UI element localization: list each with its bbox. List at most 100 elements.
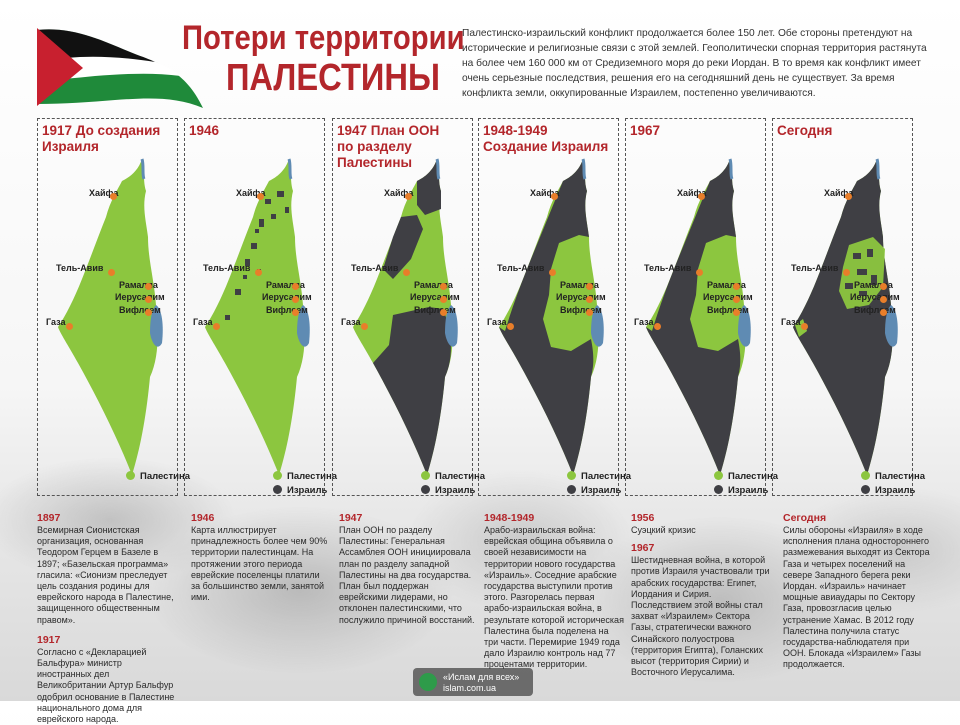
city-marker bbox=[66, 323, 73, 330]
city-marker bbox=[255, 269, 262, 276]
city-marker bbox=[108, 269, 115, 276]
city-label-bethlehem: Вифлеем bbox=[707, 305, 749, 315]
city-label-haifa: Хайфа bbox=[89, 188, 119, 198]
city-marker bbox=[145, 283, 152, 290]
map-panel-5: Сегодня Хайфа Тель-Авив Рамалла Иерусалим Виф… bbox=[772, 118, 925, 496]
city-label-haifa: Хайфа bbox=[824, 188, 854, 198]
panel-title: 1967 bbox=[630, 123, 661, 138]
city-label-telaviv: Тель-Авив bbox=[791, 263, 839, 273]
city-label-haifa: Хайфа bbox=[384, 188, 414, 198]
map bbox=[793, 158, 898, 475]
city-label-jerusalem: Иерусалим bbox=[703, 292, 753, 302]
text-column-today: Сегодня Силы обороны «Израиля» в ходе ис… bbox=[783, 512, 933, 671]
city-marker bbox=[549, 269, 556, 276]
panel-title: Сегодня bbox=[777, 123, 833, 138]
history-text: Шестидневная война, в которой против Изр… bbox=[631, 555, 770, 678]
city-marker bbox=[586, 296, 593, 303]
logo-url: islam.com.ua bbox=[443, 683, 497, 693]
legend-palestine: Палестина bbox=[567, 471, 631, 482]
text-column-1967: 1956 Суэцкий кризис 1967 Шестидневная во… bbox=[631, 512, 771, 678]
city-marker bbox=[698, 193, 705, 200]
city-marker bbox=[733, 283, 740, 290]
history-text: Карта иллюстрирует принадлежность более … bbox=[191, 525, 328, 603]
logo-title: «Ислам для всех» bbox=[443, 672, 520, 682]
city-label-bethlehem: Вифлеем bbox=[854, 305, 896, 315]
city-label-haifa: Хайфа bbox=[530, 188, 560, 198]
text-column-1946: 1946 Карта иллюстрирует принадлежность б… bbox=[191, 512, 331, 603]
logo-icon bbox=[419, 673, 437, 691]
city-marker bbox=[880, 296, 887, 303]
title-line-2: ПАЛЕСТИНЫ bbox=[225, 57, 440, 99]
city-label-gaza: Газа bbox=[193, 317, 213, 327]
city-label-jerusalem: Иерусалим bbox=[850, 292, 900, 302]
map bbox=[58, 158, 163, 475]
city-marker bbox=[292, 309, 299, 316]
year-label: 1967 bbox=[631, 542, 655, 555]
page-title: Потери территории ПАЛЕСТИНЫ bbox=[182, 18, 465, 99]
city-label-telaviv: Тель-Авив bbox=[497, 263, 545, 273]
city-marker bbox=[586, 309, 593, 316]
text-column-1947: 1947 План ООН по разделу Палестины: Гене… bbox=[339, 512, 479, 626]
city-marker bbox=[292, 296, 299, 303]
dead-sea bbox=[150, 305, 163, 347]
city-label-telaviv: Тель-Авив bbox=[644, 263, 692, 273]
history-text: План ООН по разделу Палестины: Генеральн… bbox=[339, 525, 475, 625]
map bbox=[205, 158, 310, 475]
site-logo[interactable]: «Ислам для всех» islam.com.ua bbox=[413, 668, 533, 696]
dead-sea bbox=[445, 305, 458, 347]
city-label-bethlehem: Вифлеем bbox=[266, 305, 308, 315]
dead-sea bbox=[885, 305, 898, 347]
city-label-gaza: Газа bbox=[781, 317, 801, 327]
text-column-1917: 1897 Всемирная Сионистская организация, … bbox=[37, 512, 177, 725]
year-label: 1897 bbox=[37, 512, 61, 524]
city-label-jerusalem: Иерусалим bbox=[262, 292, 312, 302]
year-label: 1947 bbox=[339, 512, 363, 524]
map-panel-2: 1947 План ООН по разделу Палестины Хайфа Тел… bbox=[332, 118, 485, 496]
map-panel-1: 1946 Хайфа Тель-Авив Рамалла Иерусалим Вифлее… bbox=[184, 118, 337, 496]
year-label: 1946 bbox=[191, 512, 215, 524]
city-marker bbox=[733, 296, 740, 303]
city-marker bbox=[551, 193, 558, 200]
city-label-ramallah: Рамалла bbox=[854, 280, 893, 290]
dead-sea bbox=[297, 305, 310, 347]
city-marker bbox=[403, 269, 410, 276]
city-marker bbox=[801, 323, 808, 330]
city-marker bbox=[145, 309, 152, 316]
year-label: 1917 bbox=[37, 633, 61, 646]
text-column-1948: 1948-1949 Арабо-израильская война: еврей… bbox=[484, 512, 624, 671]
city-marker bbox=[845, 193, 852, 200]
city-label-ramallah: Рамалла bbox=[560, 280, 599, 290]
city-marker bbox=[440, 296, 447, 303]
panel-title: 1947 План ООН по разделу Палестины bbox=[337, 123, 440, 170]
city-marker bbox=[145, 296, 152, 303]
legend-palestine: Палестина bbox=[273, 471, 337, 482]
legend-israel: Израиль bbox=[714, 485, 768, 496]
city-marker bbox=[507, 323, 514, 330]
map-panel-3: 1948-1949 Создание Израиля Хайфа Тель-Авив Р… bbox=[478, 118, 631, 496]
city-label-bethlehem: Вифлеем bbox=[414, 305, 456, 315]
year-label: 1948-1949 bbox=[484, 512, 535, 524]
city-marker bbox=[213, 323, 220, 330]
city-marker bbox=[654, 323, 661, 330]
panel-title: 1946 bbox=[189, 123, 220, 138]
city-marker bbox=[292, 283, 299, 290]
legend-israel: Израиль bbox=[861, 485, 915, 496]
city-marker bbox=[880, 283, 887, 290]
map bbox=[646, 158, 751, 475]
city-label-gaza: Газа bbox=[487, 317, 507, 327]
map bbox=[499, 158, 604, 475]
history-text: Согласно с «Декларацией Бальфура» минист… bbox=[37, 646, 175, 725]
city-label-haifa: Хайфа bbox=[236, 188, 266, 198]
palestinian-flag bbox=[37, 28, 203, 109]
city-label-ramallah: Рамалла bbox=[414, 280, 453, 290]
city-marker bbox=[586, 283, 593, 290]
city-marker bbox=[440, 309, 447, 316]
year-label: Сегодня bbox=[783, 512, 827, 524]
history-text: Всемирная Сионистская организация, основ… bbox=[37, 525, 174, 625]
city-label-gaza: Газа bbox=[341, 317, 361, 327]
intro-text: Палестинско-израильский конфликт продолж… bbox=[462, 28, 927, 99]
city-label-gaza: Газа bbox=[46, 317, 66, 327]
city-label-ramallah: Рамалла bbox=[266, 280, 305, 290]
city-marker bbox=[361, 323, 368, 330]
panel-title: 1948-1949 Создание Израиля bbox=[483, 123, 609, 154]
